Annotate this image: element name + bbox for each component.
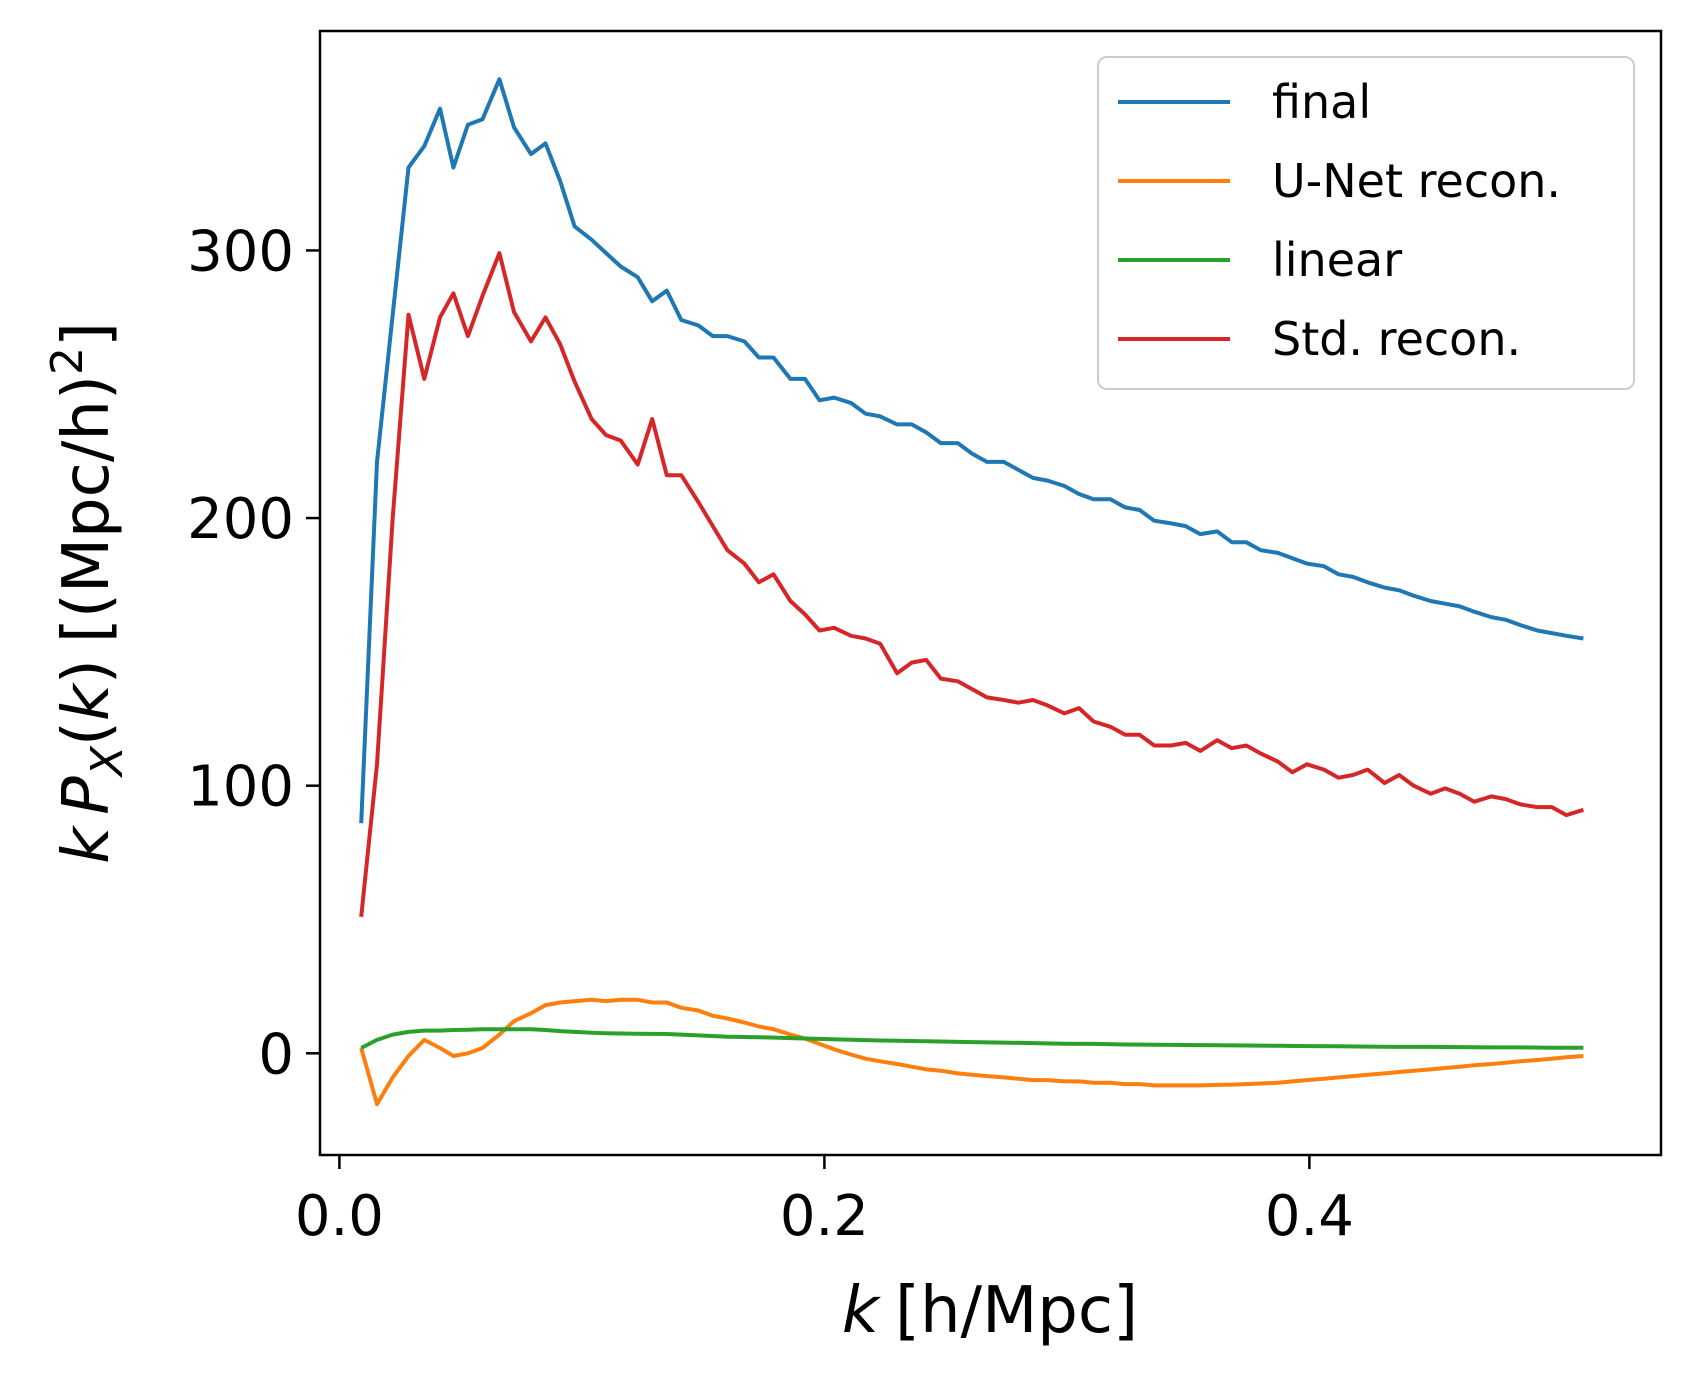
series-line-linear xyxy=(360,1027,1584,1050)
legend: final U-Net recon. linear Std. recon. xyxy=(1097,56,1635,390)
y-tick-label: 0 xyxy=(258,1022,294,1087)
y-axis-label: kPX(k)[(Mpc/h)2] xyxy=(42,322,133,864)
legend-box xyxy=(1097,56,1635,390)
y-axis-ticks: 0 100 200 300 xyxy=(187,219,320,1087)
x-tick-label: 0.0 xyxy=(295,1184,384,1249)
legend-label: Std. recon. xyxy=(1272,312,1521,366)
legend-label: linear xyxy=(1272,233,1402,287)
x-axis-ticks: 0.0 0.2 0.4 xyxy=(295,1155,1354,1249)
x-axis-label: k [h/Mpc] xyxy=(842,1274,1138,1348)
series-line-final xyxy=(359,77,1584,824)
y-tick-label: 300 xyxy=(187,219,294,284)
legend-label: final xyxy=(1272,75,1371,129)
legend-label: U-Net recon. xyxy=(1272,154,1561,208)
x-tick-label: 0.2 xyxy=(780,1184,869,1249)
y-tick-label: 100 xyxy=(187,755,294,820)
x-tick-label: 0.4 xyxy=(1265,1184,1354,1249)
y-tick-label: 200 xyxy=(187,487,294,552)
plot-area xyxy=(359,77,1584,1107)
series-line-std-recon xyxy=(359,251,1584,918)
plot-frame xyxy=(318,29,1663,1157)
series-line-u-net-recon xyxy=(359,997,1584,1107)
